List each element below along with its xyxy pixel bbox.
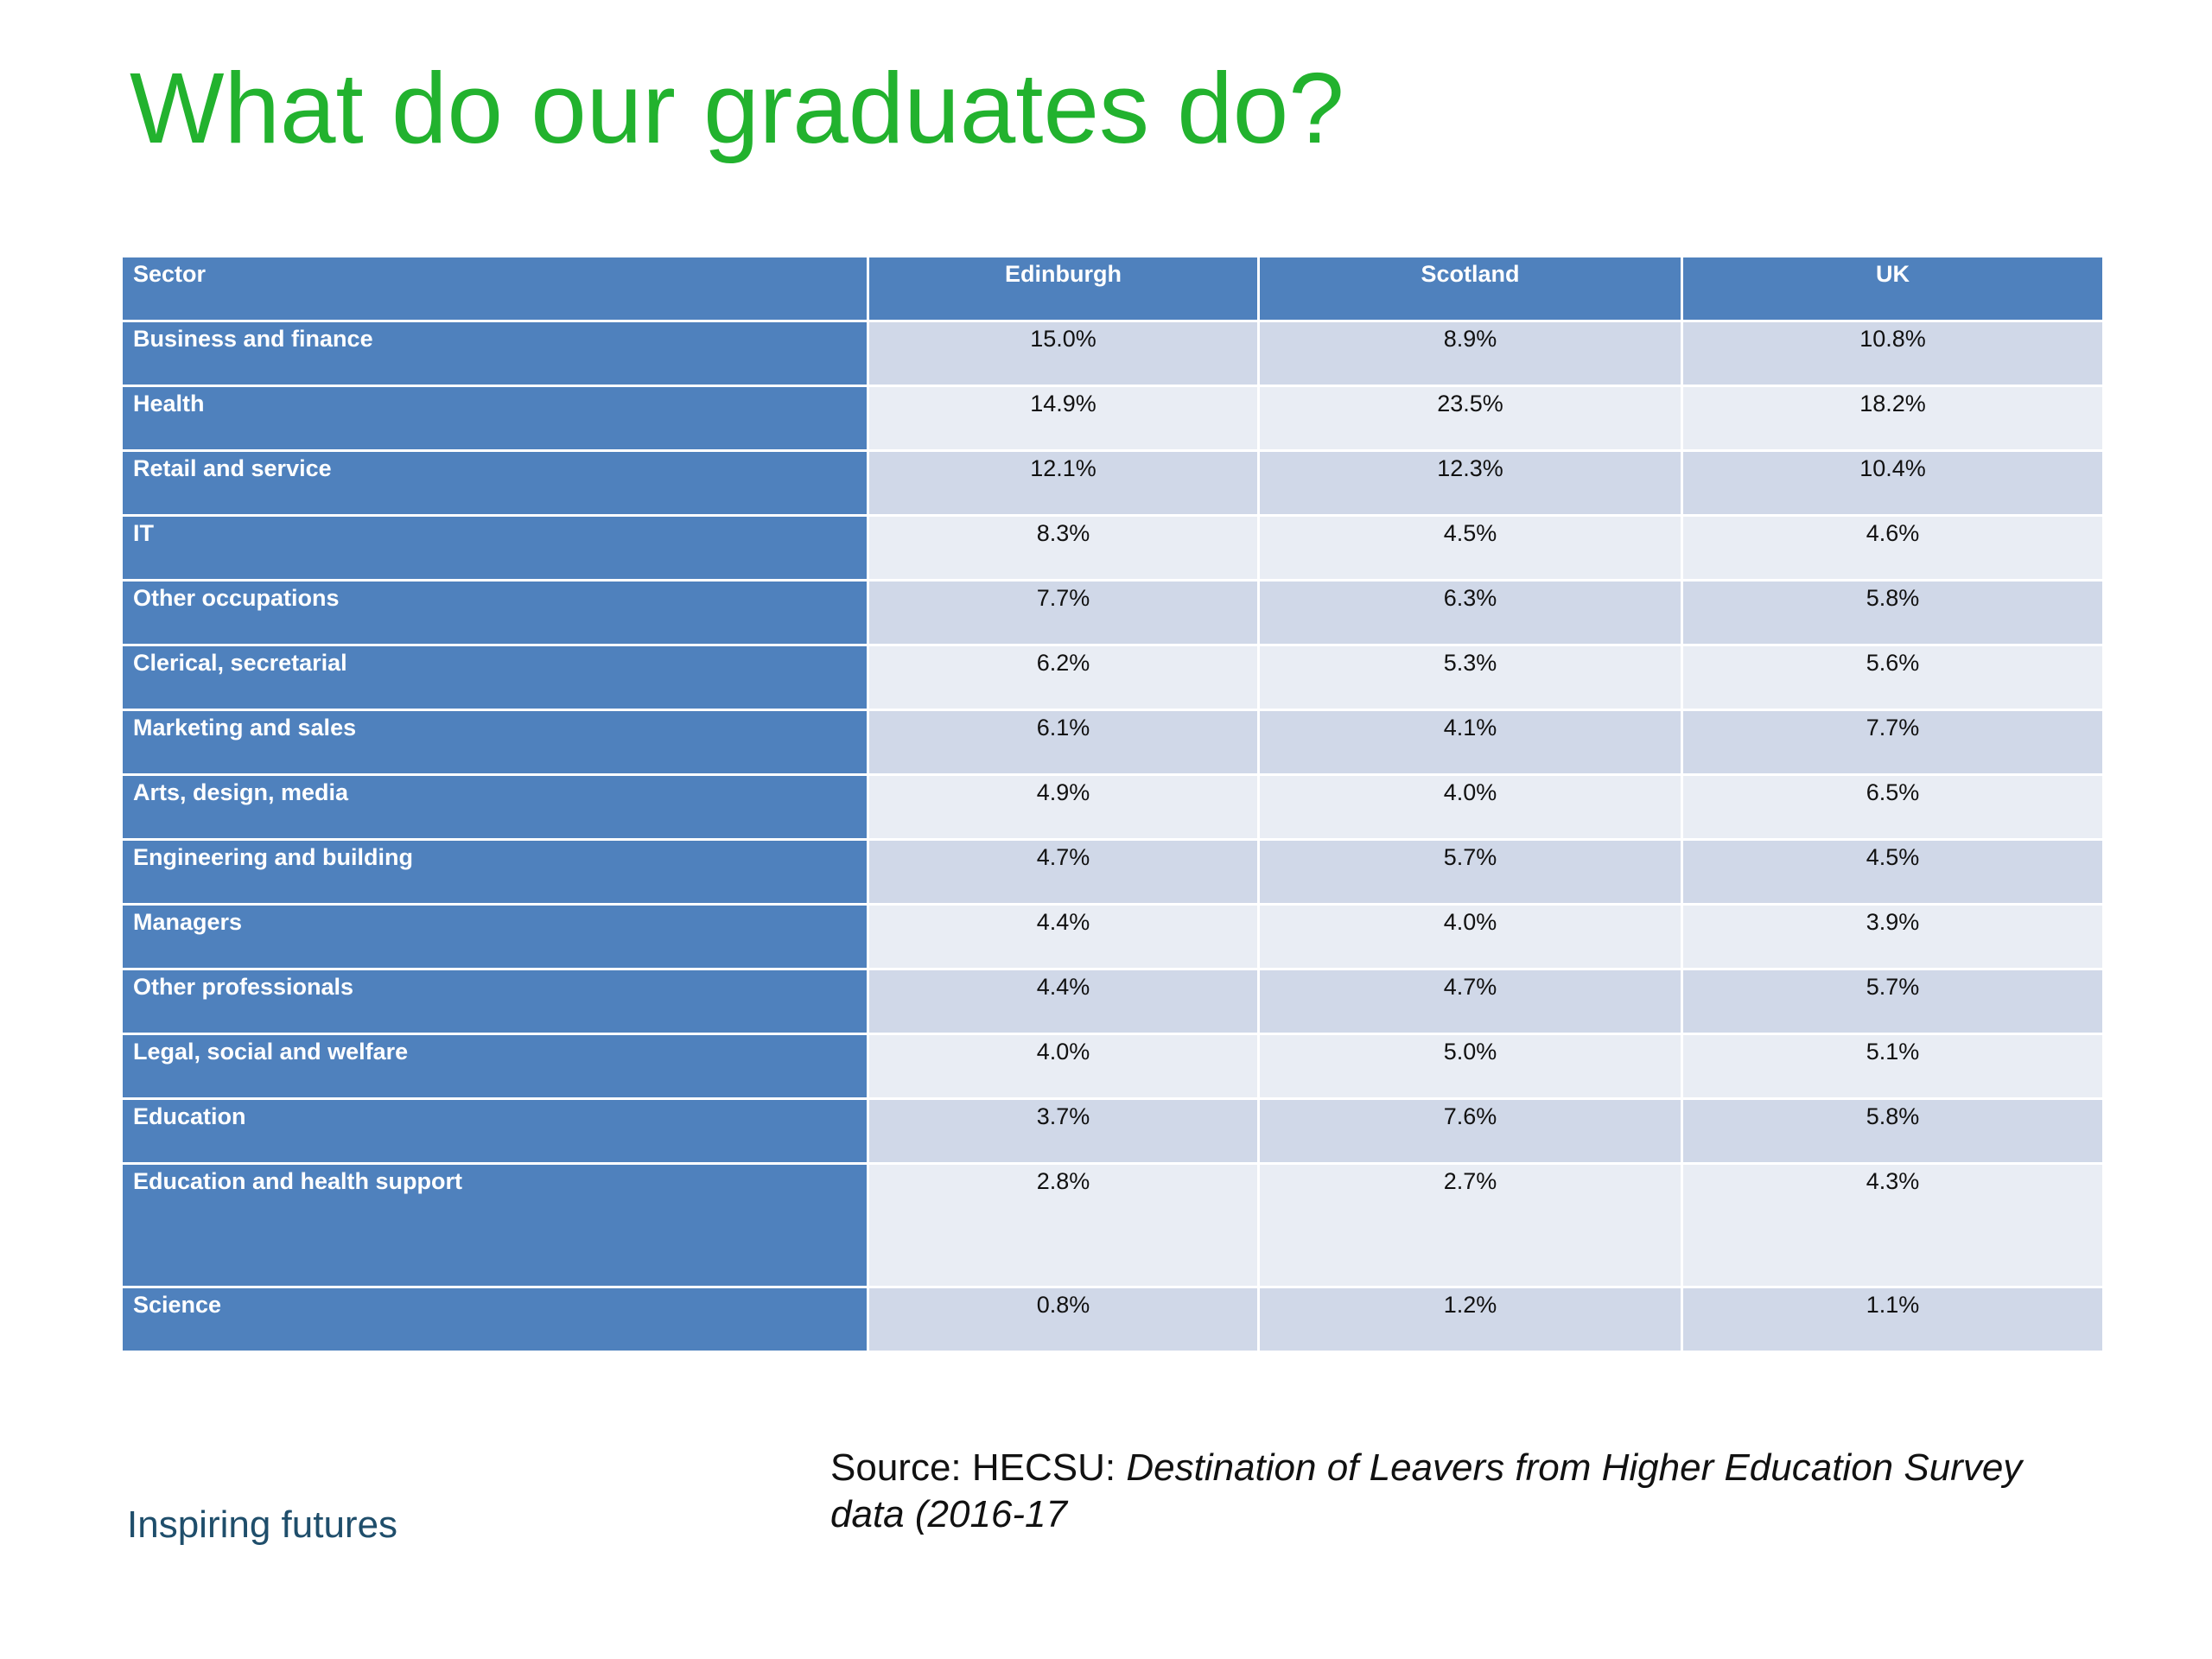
- scotland-cell: 5.0%: [1257, 1033, 1683, 1100]
- edinburgh-cell: 4.9%: [867, 773, 1260, 841]
- uk-cell: 4.3%: [1681, 1162, 2105, 1288]
- uk-cell: 6.5%: [1681, 773, 2105, 841]
- edinburgh-cell: 12.1%: [867, 449, 1260, 517]
- scotland-cell: 4.0%: [1257, 773, 1683, 841]
- scotland-cell: 1.2%: [1257, 1286, 1683, 1353]
- scotland-cell: 4.0%: [1257, 903, 1683, 970]
- sector-cell: Arts, design, media: [120, 773, 869, 841]
- uk-cell: 5.8%: [1681, 1097, 2105, 1165]
- sector-cell: Legal, social and welfare: [120, 1033, 869, 1100]
- sector-cell: Science: [120, 1286, 869, 1353]
- uk-cell: 1.1%: [1681, 1286, 2105, 1353]
- table-row: IT 8.3% 4.5% 4.6%: [120, 514, 2105, 582]
- sector-cell: Other professionals: [120, 968, 869, 1035]
- uk-cell: 7.7%: [1681, 709, 2105, 776]
- edinburgh-cell: 3.7%: [867, 1097, 1260, 1165]
- table-row: Clerical, secretarial 6.2% 5.3% 5.6%: [120, 644, 2105, 711]
- uk-cell: 18.2%: [1681, 385, 2105, 452]
- table-row: Legal, social and welfare 4.0% 5.0% 5.1%: [120, 1033, 2105, 1100]
- source-prefix: Source: HECSU:: [830, 1446, 1127, 1489]
- table-row: Education and health support 2.8% 2.7% 4…: [120, 1162, 2105, 1288]
- scotland-cell: 6.3%: [1257, 579, 1683, 646]
- edinburgh-cell: 6.1%: [867, 709, 1260, 776]
- sector-cell: Health: [120, 385, 869, 452]
- sector-cell: Clerical, secretarial: [120, 644, 869, 711]
- table-row: Arts, design, media 4.9% 4.0% 6.5%: [120, 773, 2105, 841]
- table-row: Health 14.9% 23.5% 18.2%: [120, 385, 2105, 452]
- sector-cell: Education and health support: [120, 1162, 869, 1288]
- sector-cell: Retail and service: [120, 449, 869, 517]
- table-row: Marketing and sales 6.1% 4.1% 7.7%: [120, 709, 2105, 776]
- uk-cell: 5.7%: [1681, 968, 2105, 1035]
- scotland-cell: 5.3%: [1257, 644, 1683, 711]
- uk-cell: 5.8%: [1681, 579, 2105, 646]
- table-row: Retail and service 12.1% 12.3% 10.4%: [120, 449, 2105, 517]
- column-header-edinburgh: Edinburgh: [867, 255, 1260, 322]
- sector-cell: IT: [120, 514, 869, 582]
- uk-cell: 4.6%: [1681, 514, 2105, 582]
- edinburgh-cell: 2.8%: [867, 1162, 1260, 1288]
- scotland-cell: 23.5%: [1257, 385, 1683, 452]
- edinburgh-cell: 4.4%: [867, 903, 1260, 970]
- sector-cell: Business and finance: [120, 320, 869, 387]
- uk-cell: 5.6%: [1681, 644, 2105, 711]
- uk-cell: 10.4%: [1681, 449, 2105, 517]
- uk-cell: 10.8%: [1681, 320, 2105, 387]
- edinburgh-cell: 4.0%: [867, 1033, 1260, 1100]
- table-row: Other occupations 7.7% 6.3% 5.8%: [120, 579, 2105, 646]
- table-row: Education 3.7% 7.6% 5.8%: [120, 1097, 2105, 1165]
- uk-cell: 4.5%: [1681, 838, 2105, 906]
- graduate-destinations-table: Sector Edinburgh Scotland UK Business an…: [120, 255, 2105, 1353]
- scotland-cell: 8.9%: [1257, 320, 1683, 387]
- edinburgh-cell: 4.4%: [867, 968, 1260, 1035]
- uk-cell: 3.9%: [1681, 903, 2105, 970]
- edinburgh-cell: 8.3%: [867, 514, 1260, 582]
- edinburgh-cell: 15.0%: [867, 320, 1260, 387]
- scotland-cell: 7.6%: [1257, 1097, 1683, 1165]
- scotland-cell: 12.3%: [1257, 449, 1683, 517]
- scotland-cell: 2.7%: [1257, 1162, 1683, 1288]
- edinburgh-cell: 4.7%: [867, 838, 1260, 906]
- edinburgh-cell: 7.7%: [867, 579, 1260, 646]
- scotland-cell: 4.7%: [1257, 968, 1683, 1035]
- table-row: Engineering and building 4.7% 5.7% 4.5%: [120, 838, 2105, 906]
- column-header-scotland: Scotland: [1257, 255, 1683, 322]
- table-row: Managers 4.4% 4.0% 3.9%: [120, 903, 2105, 970]
- edinburgh-cell: 0.8%: [867, 1286, 1260, 1353]
- page-title: What do our graduates do?: [130, 52, 1344, 164]
- sector-cell: Engineering and building: [120, 838, 869, 906]
- table-header-row: Sector Edinburgh Scotland UK: [120, 255, 2105, 322]
- sector-cell: Education: [120, 1097, 869, 1165]
- scotland-cell: 4.1%: [1257, 709, 1683, 776]
- edinburgh-cell: 14.9%: [867, 385, 1260, 452]
- sector-cell: Marketing and sales: [120, 709, 869, 776]
- table-row: Other professionals 4.4% 4.7% 5.7%: [120, 968, 2105, 1035]
- sector-cell: Managers: [120, 903, 869, 970]
- scotland-cell: 4.5%: [1257, 514, 1683, 582]
- sector-cell: Other occupations: [120, 579, 869, 646]
- uk-cell: 5.1%: [1681, 1033, 2105, 1100]
- column-header-uk: UK: [1681, 255, 2105, 322]
- table-row: Science 0.8% 1.2% 1.1%: [120, 1286, 2105, 1353]
- table-row: Business and finance 15.0% 8.9% 10.8%: [120, 320, 2105, 387]
- source-title: Destination of Leavers from Higher Educa…: [830, 1446, 2023, 1535]
- footer-brand-text: Inspiring futures: [127, 1503, 398, 1546]
- edinburgh-cell: 6.2%: [867, 644, 1260, 711]
- column-header-sector: Sector: [120, 255, 869, 322]
- source-citation: Source: HECSU: Destination of Leavers fr…: [830, 1445, 2075, 1538]
- scotland-cell: 5.7%: [1257, 838, 1683, 906]
